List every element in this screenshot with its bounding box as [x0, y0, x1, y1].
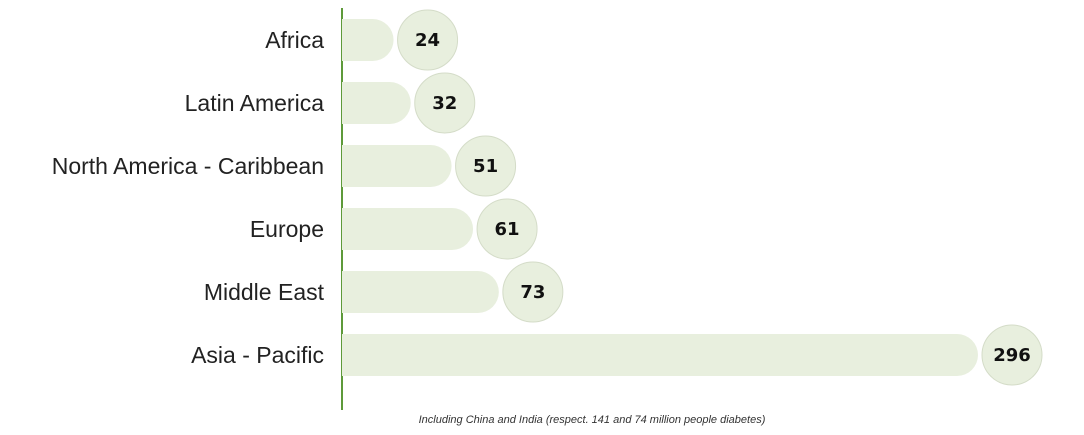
value-bubble	[414, 72, 476, 134]
category-label: North America - Caribbean	[52, 153, 324, 179]
value-bubbles: 24 32 51 61 73 296	[397, 9, 1043, 386]
category-label: Middle East	[204, 279, 325, 305]
category-label: Africa	[265, 27, 324, 53]
footnote: Including China and India (respect. 141 …	[418, 414, 766, 426]
value-bubble	[455, 135, 517, 197]
bar-middle-east	[342, 271, 499, 313]
bar-latin-america	[342, 82, 411, 124]
value-bubble	[502, 261, 564, 323]
bars	[342, 19, 978, 376]
bar-europe	[342, 208, 474, 250]
bar-africa	[342, 19, 394, 61]
value-bubble	[476, 198, 538, 260]
bar-asia-pacific	[342, 334, 978, 376]
category-label: Asia - Pacific	[191, 342, 324, 368]
category-label: Latin America	[185, 90, 325, 116]
bar-north-america-caribbean	[342, 145, 452, 187]
value-bubble	[397, 9, 459, 71]
value-bubble	[981, 324, 1043, 386]
category-labels: Africa Latin America North America - Carib…	[52, 27, 325, 368]
data-label: 73	[520, 282, 545, 303]
data-label: 24	[415, 30, 440, 51]
data-label: 296	[993, 345, 1031, 366]
data-label: 61	[495, 219, 520, 240]
category-label: Europe	[250, 216, 324, 242]
data-label: 51	[473, 156, 498, 177]
data-label: 32	[432, 93, 457, 114]
